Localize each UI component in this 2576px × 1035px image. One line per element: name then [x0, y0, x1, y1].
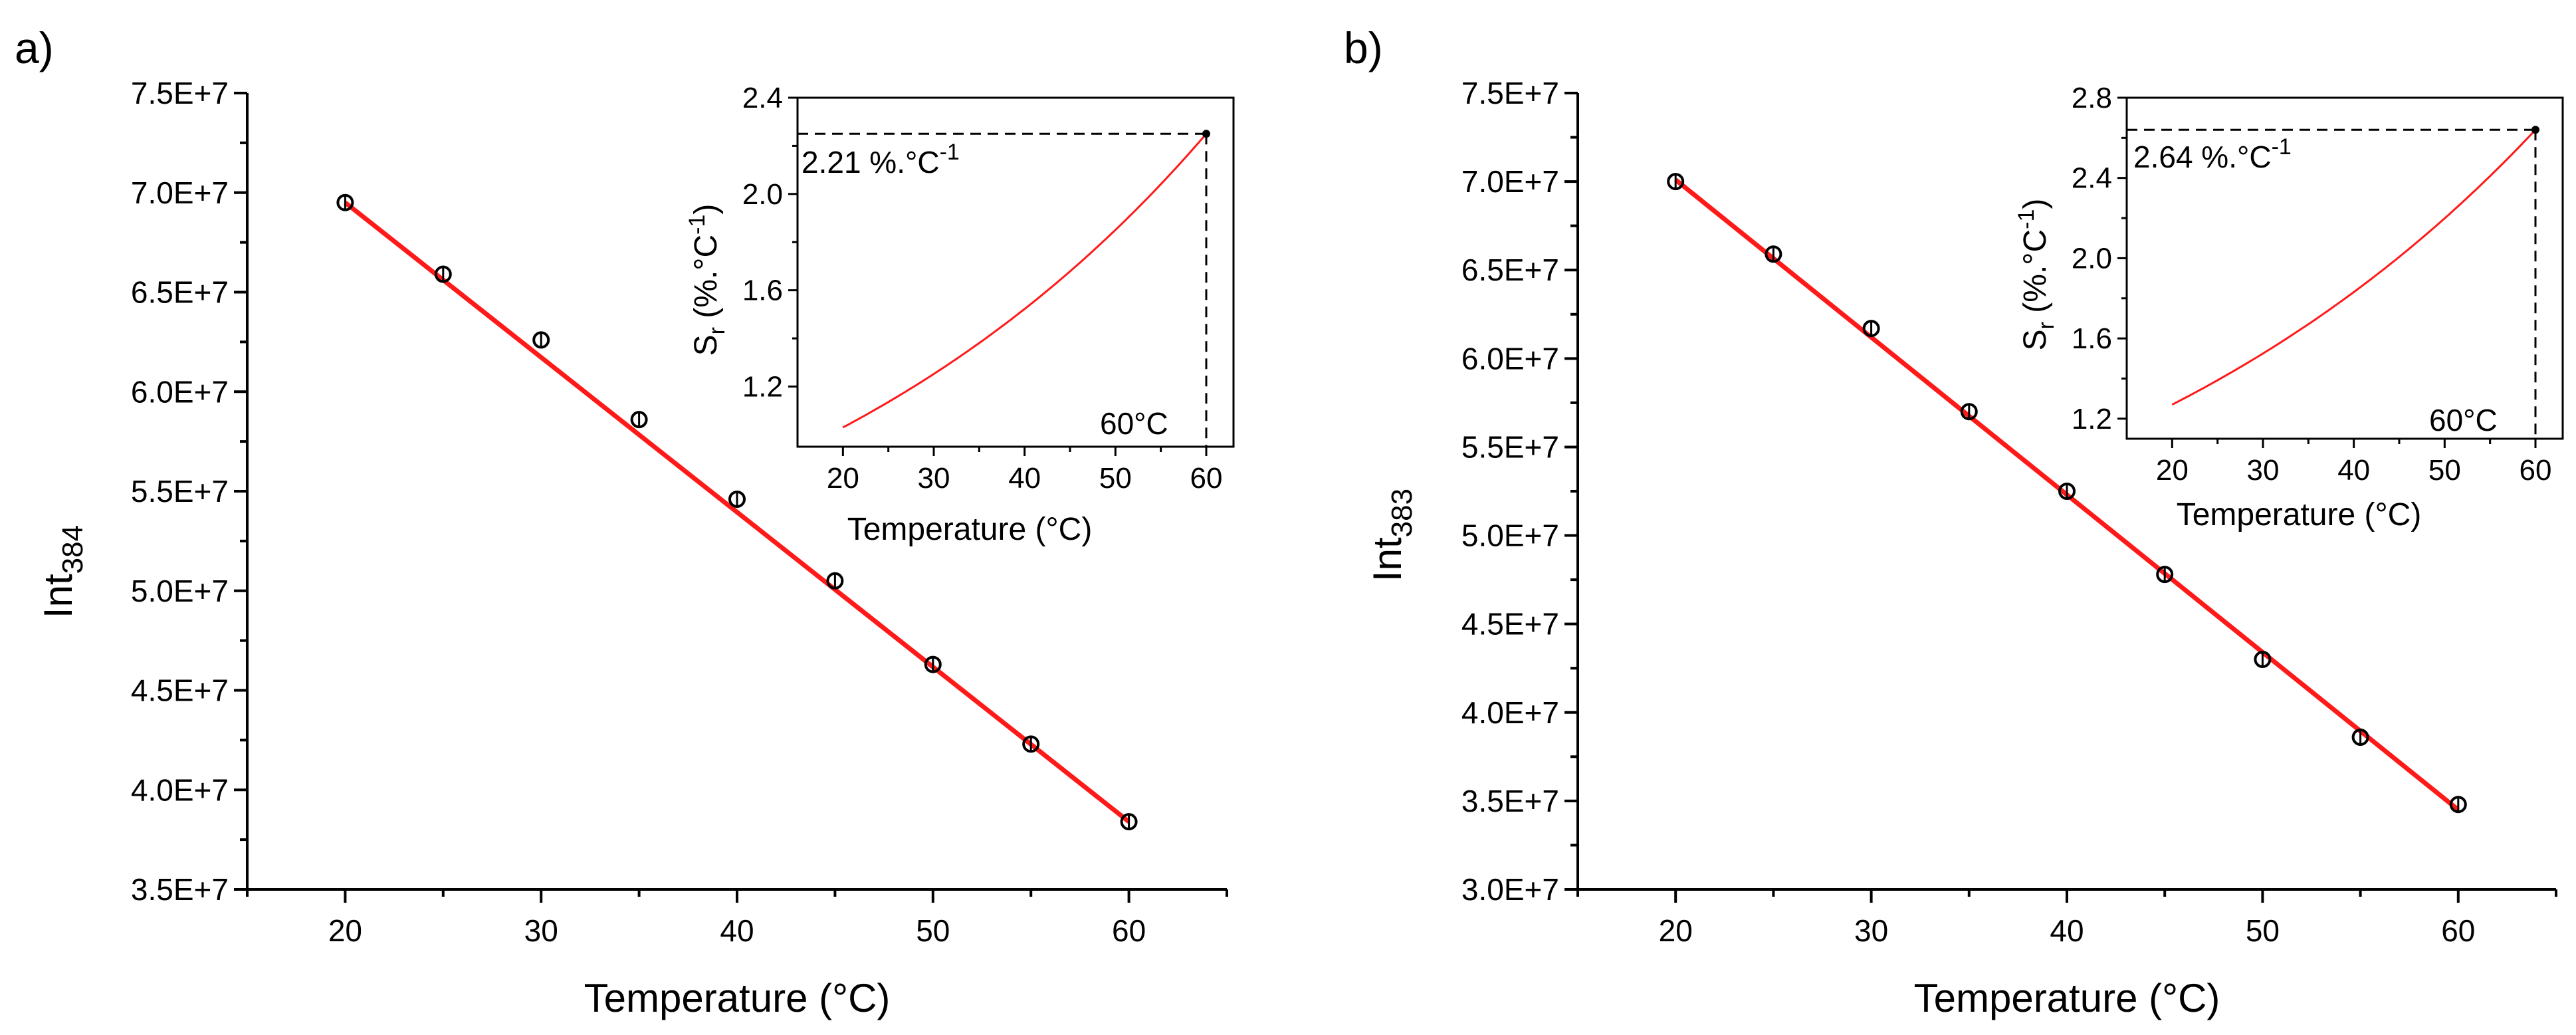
panel-a-inset-y-end: ) — [689, 204, 724, 215]
panel-a-x-axis-title: Temperature (°C) — [584, 976, 891, 1020]
panel-a-inset-x-tick-label: 20 — [827, 462, 859, 495]
panel-b-inset-x-tick-label: 50 — [2428, 454, 2461, 487]
panel-b-x-tick-label: 20 — [1659, 913, 1693, 948]
panel-a-inset-max-point — [1202, 130, 1210, 138]
panel-a-y-tick-label: 7.0E+7 — [131, 175, 229, 210]
panel-b-x-tick-label: 60 — [2441, 913, 2475, 948]
panel-b-inset-plot: 20 30 40 50 60 1.2 1.6 2.0 2.4 2.8 — [2072, 82, 2564, 487]
panel-a-inset-y-sup: -1 — [685, 215, 710, 235]
panel-a-fit-line — [344, 200, 1130, 824]
panel-a-y-axis-title: Int384 — [36, 525, 89, 618]
panel-a-inset-y-s: S — [689, 334, 724, 356]
panel-b-x-axis-title: Temperature (°C) — [1914, 976, 2220, 1020]
panel-a-inset-annotation-temp: 60°C — [1100, 406, 1168, 441]
panel-b-inset-x-tick-label: 30 — [2247, 454, 2280, 487]
panel-b-x-tick-label: 40 — [2050, 913, 2084, 948]
panel-b-inset-y-title: Sr (%.°C-1) — [2014, 199, 2059, 351]
panel-b-y-tick-label: 5.5E+7 — [1461, 429, 1559, 464]
panel-b-y-tick-label: 7.5E+7 — [1461, 76, 1559, 110]
panel-a-inset-plot: 20 30 40 50 60 1.2 1.6 2.0 2.4 — [742, 82, 1235, 495]
panel-b-inset-y-tick-label: 1.6 — [2072, 322, 2112, 355]
panel-b-y-title-main: Int — [1365, 537, 1410, 582]
panel-a-inset-y-sub: r — [704, 327, 730, 334]
panel-a-annot-sup: -1 — [940, 140, 960, 165]
panel-a-y-title-sub: 384 — [56, 525, 89, 574]
panel-a-annot-value: 2.21 %.°C — [802, 145, 940, 179]
panel-a-inset-curve — [842, 133, 1208, 429]
panel-b-y-tick-label: 5.0E+7 — [1461, 518, 1559, 553]
panel-a-y-tick-label: 4.5E+7 — [131, 673, 229, 708]
panel-a-inset-annotation-value: 2.21 %.°C-1 — [802, 140, 960, 179]
panel-b-inset-y-sup: -1 — [2014, 209, 2039, 229]
panel-b-inset-x-title: Temperature (°C) — [2177, 497, 2422, 532]
panel-b-main-plot: 20 30 40 50 60 3.0E+7 3.5E+7 4.0E+7 4.5E+7 5.0E+7… — [1461, 76, 2557, 948]
panel-a-x-tick-label: 40 — [720, 913, 754, 948]
panel-b-inset-y-end: ) — [2018, 199, 2053, 209]
panel-a-inset-y-tick-label: 2.0 — [742, 178, 783, 211]
panel-a: a) 20 30 40 50 60 3.5E+7 4.0E+7 4.5E+7 5.0E+7 5.5… — [15, 23, 1235, 1020]
panel-b-y-axis-title: Int383 — [1365, 489, 1418, 582]
panel-a-y-tick-label: 3.5E+7 — [131, 872, 229, 907]
panel-b: b) 20 30 40 50 60 3.0E+7 3.5E+7 4.0E+7 4.5E+7 5.0… — [1344, 23, 2564, 1020]
panel-a-y-tick-label: 7.5E+7 — [131, 76, 229, 110]
panel-a-y-title-main: Int — [36, 574, 80, 618]
panel-b-y-tick-label: 4.0E+7 — [1461, 695, 1559, 730]
panel-b-inset-x-tick-label: 40 — [2337, 454, 2370, 487]
panel-a-label: a) — [15, 23, 54, 72]
panel-a-inset-x-tick-label: 50 — [1099, 462, 1132, 495]
panel-a-inset-y-tick-label: 1.6 — [742, 275, 783, 307]
panel-b-inset-frame — [2125, 96, 2564, 440]
panel-b-inset-annotation-temp: 60°C — [2429, 403, 2498, 437]
panel-b-inset-y-tick-label: 2.4 — [2072, 162, 2112, 195]
panel-a-y-tick-label: 4.0E+7 — [131, 772, 229, 807]
panel-a-x-tick-label: 30 — [524, 913, 558, 948]
panel-b-y-tick-label: 7.0E+7 — [1461, 164, 1559, 199]
panel-a-inset-x-tick-label: 40 — [1008, 462, 1041, 495]
panel-b-inset-annotation-value: 2.64 %.°C-1 — [2133, 134, 2292, 174]
panel-b-y-tick-label: 6.5E+7 — [1461, 253, 1559, 287]
panel-b-inset-y-tick-label: 1.2 — [2072, 403, 2112, 435]
panel-b-inset-y-rest: (%.°C — [2018, 229, 2053, 322]
panel-b-x-tick-label: 30 — [1854, 913, 1888, 948]
panel-a-inset-frame — [796, 96, 1235, 448]
panel-a-inset-y-title: Sr (%.°C-1) — [685, 204, 730, 356]
panel-b-y-tick-label: 6.0E+7 — [1461, 341, 1559, 376]
panel-a-y-tick-label: 6.0E+7 — [131, 374, 229, 409]
panel-a-y-tick-label: 5.0E+7 — [131, 574, 229, 608]
panel-b-annot-sup: -1 — [2272, 134, 2292, 160]
panel-b-inset-y-tick-label: 2.0 — [2072, 242, 2112, 275]
panel-b-inset-curve — [2171, 129, 2537, 406]
panel-b-inset-y-sub: r — [2034, 322, 2059, 329]
panel-b-y-tick-label: 4.5E+7 — [1461, 607, 1559, 641]
panel-b-y-tick-label: 3.0E+7 — [1461, 872, 1559, 907]
panel-a-inset-x-tick-label: 60 — [1190, 462, 1223, 495]
panel-b-inset-y-tick-label: 2.8 — [2072, 82, 2112, 114]
panel-a-x-tick-label: 20 — [328, 913, 362, 948]
panel-b-inset-y-s: S — [2018, 329, 2053, 350]
panel-b-y-title-sub: 383 — [1386, 489, 1418, 537]
panel-a-inset-x-title: Temperature (°C) — [847, 512, 1093, 547]
panel-b-inset-x-tick-label: 20 — [2156, 454, 2189, 487]
panel-b-inset-x-tick-label: 60 — [2520, 454, 2552, 487]
panel-a-inset-y-rest: (%.°C — [689, 235, 724, 327]
panel-b-label: b) — [1344, 23, 1383, 72]
panel-a-inset-x-tick-label: 30 — [918, 462, 950, 495]
panel-b-x-tick-label: 50 — [2246, 913, 2280, 948]
panel-a-main-plot: 20 30 40 50 60 3.5E+7 4.0E+7 4.5E+7 5.0E+7 5.5E+7… — [131, 76, 1228, 948]
panel-b-inset-max-point — [2531, 126, 2539, 134]
panel-b-annot-value: 2.64 %.°C — [2133, 140, 2272, 174]
panel-a-inset-y-tick-label: 1.2 — [742, 370, 783, 403]
panel-a-x-tick-label: 60 — [1112, 913, 1146, 948]
panel-b-y-tick-label: 3.5E+7 — [1461, 784, 1559, 818]
panel-a-y-tick-label: 6.5E+7 — [131, 275, 229, 310]
panel-a-x-tick-label: 50 — [916, 913, 950, 948]
panel-a-y-tick-label: 5.5E+7 — [131, 474, 229, 509]
panel-a-inset-y-tick-label: 2.4 — [742, 82, 783, 114]
